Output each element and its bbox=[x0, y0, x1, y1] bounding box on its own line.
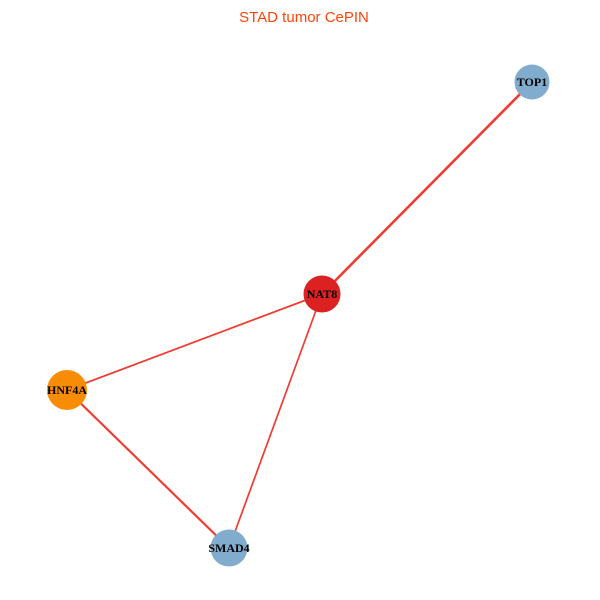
edge-NAT8-SMAD4 bbox=[228, 293, 323, 549]
node-circle-TOP1[interactable] bbox=[514, 64, 550, 100]
edge-HNF4A-NAT8 bbox=[66, 293, 323, 391]
plot-title: STAD tumor CePIN bbox=[239, 9, 369, 26]
node-HNF4A[interactable]: HNF4A bbox=[47, 370, 87, 410]
edge-NAT8-TOP1 bbox=[321, 81, 533, 295]
edge-HNF4A-SMAD4 bbox=[66, 389, 230, 549]
node-circle-HNF4A[interactable] bbox=[47, 370, 87, 410]
node-NAT8[interactable]: NAT8 bbox=[303, 275, 341, 313]
node-TOP1[interactable]: TOP1 bbox=[514, 64, 550, 100]
node-circle-SMAD4[interactable] bbox=[210, 529, 248, 567]
node-circle-NAT8[interactable] bbox=[303, 275, 341, 313]
